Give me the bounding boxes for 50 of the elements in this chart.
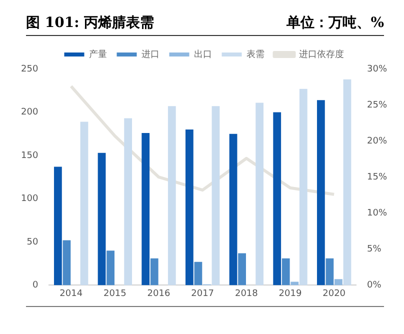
legend-label: 出口 — [194, 48, 212, 60]
y-tick-label: 0 — [32, 280, 38, 291]
legend-label: 表需 — [246, 48, 264, 60]
x-tick-label: 2016 — [147, 288, 170, 299]
y2-tick-label: 15% — [366, 172, 388, 182]
bar — [326, 258, 334, 286]
y-tick-label: 250 — [20, 64, 38, 74]
y2-tick-label: 25% — [366, 100, 388, 110]
bar — [212, 106, 220, 286]
bar — [185, 130, 194, 286]
bar — [150, 258, 158, 286]
bar — [124, 118, 132, 286]
bar — [282, 258, 290, 286]
x-tick-label: 2014 — [60, 288, 83, 299]
x-tick-label: 2015 — [103, 288, 126, 299]
chart-title: 图 101: 丙烯腈表需 — [26, 14, 154, 32]
y2-tick-label: 10% — [366, 208, 388, 218]
bar — [194, 262, 202, 286]
bar — [98, 152, 106, 286]
bar — [273, 112, 282, 286]
bar — [299, 88, 308, 286]
bar — [54, 166, 62, 286]
bar — [168, 106, 176, 286]
bar — [62, 240, 71, 286]
y-tick-label: 50 — [26, 237, 38, 248]
x-tick-label: 2020 — [322, 288, 346, 299]
bar — [238, 253, 246, 286]
bar — [343, 79, 352, 286]
bar — [80, 122, 88, 286]
legend-label: 进口依存度 — [298, 48, 344, 60]
y2-tick-label: 30% — [366, 64, 388, 74]
y2-tick-label: 0% — [366, 280, 382, 291]
y2-tick-label: 20% — [366, 136, 388, 146]
bar — [106, 250, 114, 286]
chart-subtitle: 单位：万吨、% — [286, 14, 384, 32]
bar — [256, 102, 264, 286]
x-tick-label: 2017 — [191, 288, 214, 299]
legend-label: 进口 — [141, 48, 160, 60]
bar — [316, 100, 325, 286]
legend-label: 产量 — [88, 48, 107, 60]
bar — [334, 279, 342, 286]
bar — [290, 282, 299, 286]
y-tick-label: 200 — [20, 108, 38, 118]
x-tick-label: 2019 — [278, 288, 302, 299]
bar — [142, 132, 150, 286]
y-tick-label: 100 — [20, 194, 38, 204]
bar — [229, 134, 238, 286]
x-tick-label: 2018 — [234, 288, 258, 299]
y-tick-label: 150 — [20, 150, 38, 161]
y2-tick-label: 5% — [366, 244, 382, 255]
